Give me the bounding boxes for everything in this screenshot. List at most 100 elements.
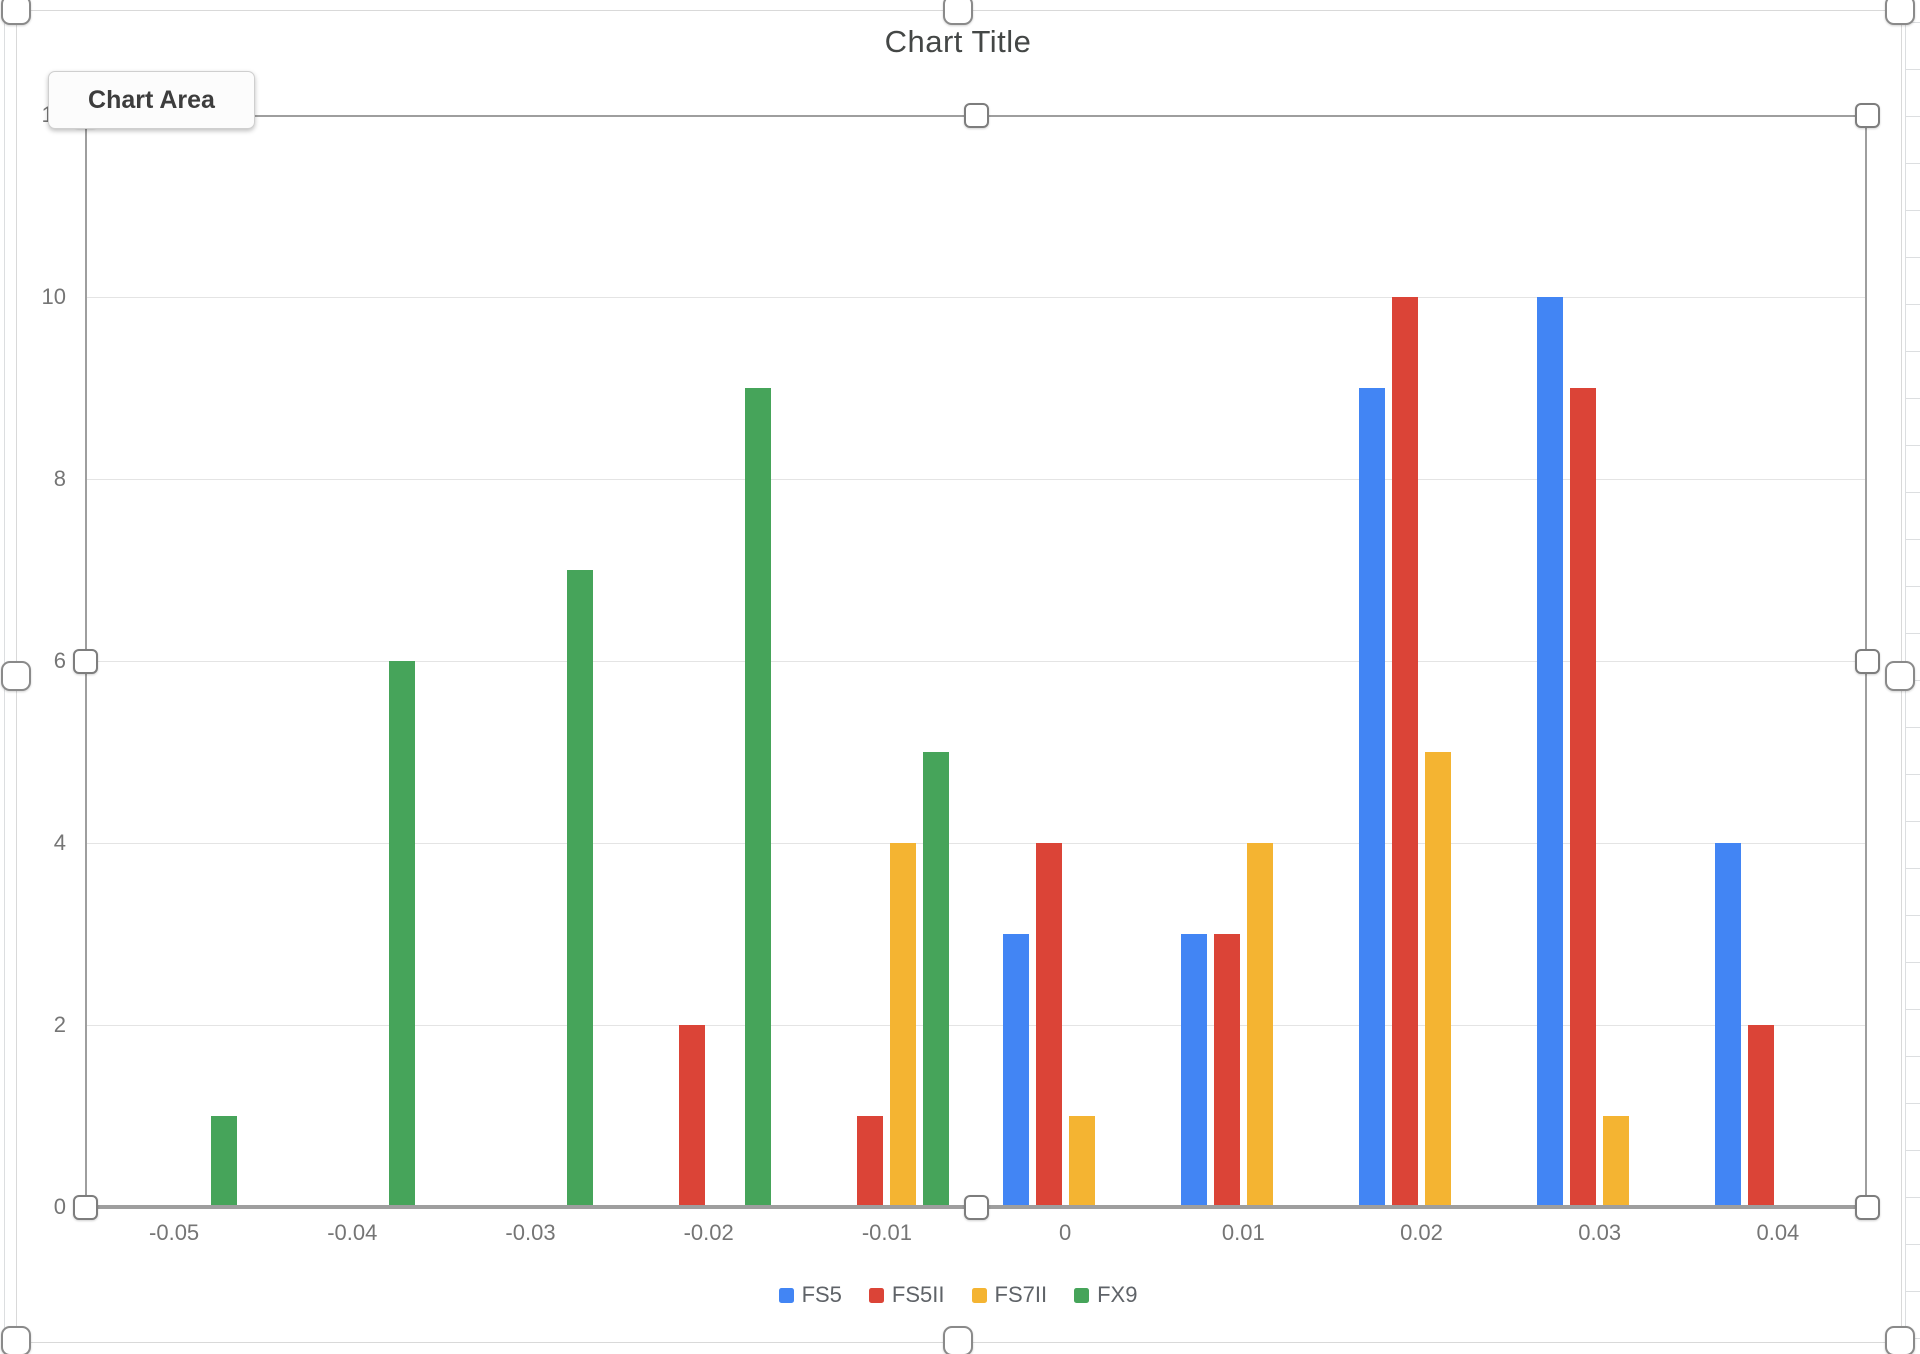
bar-FX9--0.04[interactable] xyxy=(388,661,415,1207)
sheet-row-line xyxy=(1906,633,1920,634)
bar-FS5II-0.04[interactable] xyxy=(1748,1025,1775,1207)
selection-handle-bottom-left[interactable] xyxy=(72,1194,98,1220)
y-tick-label: 4 xyxy=(53,830,66,855)
sheet-row-line xyxy=(1906,210,1920,211)
sheet-row-line xyxy=(1906,492,1920,493)
legend[interactable]: FS5 FS5II FS7II FX9 xyxy=(16,1282,1900,1308)
frame-handle-bottom-left[interactable] xyxy=(1,1326,31,1354)
frame-handle-bottom-center[interactable] xyxy=(943,1326,973,1354)
y-tick-label: 8 xyxy=(53,466,66,491)
bar-FS5II-0.02[interactable] xyxy=(1392,297,1418,1207)
sheet-row-line xyxy=(1906,915,1920,916)
x-tick-label: 0 xyxy=(1058,1220,1072,1245)
x-tick-label: 0.03 xyxy=(1578,1220,1622,1245)
sheet-row-line xyxy=(1906,69,1920,70)
x-tick-label: -0.05 xyxy=(149,1220,200,1245)
bar-FS5-0.01[interactable] xyxy=(1180,934,1207,1207)
sheet-row-line xyxy=(1906,774,1920,775)
sheet-row-line xyxy=(1906,1056,1920,1057)
legend-label: FX9 xyxy=(1097,1282,1138,1307)
gridline-y4 xyxy=(85,843,1867,844)
legend-swatch-FS5 xyxy=(778,1287,794,1303)
sheet-row-line xyxy=(1906,727,1920,728)
sheet-row-line xyxy=(1906,1197,1920,1198)
selection-handle-middle-left[interactable] xyxy=(72,648,98,674)
bar-FS5II-0[interactable] xyxy=(1035,843,1062,1207)
bar-FX9--0.01[interactable] xyxy=(923,752,950,1207)
bar-FX9--0.02[interactable] xyxy=(745,388,772,1207)
legend-item-FS5[interactable]: FS5 xyxy=(778,1282,842,1308)
frame-handle-middle-left[interactable] xyxy=(1,660,31,691)
bar-FS5-0.02[interactable] xyxy=(1359,388,1385,1207)
bar-FS7II-0.03[interactable] xyxy=(1603,1116,1630,1207)
sheet-row-line xyxy=(1906,163,1920,164)
chart-title[interactable]: Chart Title xyxy=(884,24,1032,59)
selection-handle-top-center[interactable] xyxy=(963,102,989,128)
selection-handle-top-right[interactable] xyxy=(1854,102,1880,128)
frame-handle-top-center[interactable] xyxy=(943,0,973,25)
legend-label: FS7II xyxy=(994,1282,1048,1307)
bar-FS5-0[interactable] xyxy=(1002,934,1029,1207)
legend-label: FS5 xyxy=(801,1282,842,1307)
selection-handle-middle-right[interactable] xyxy=(1854,648,1880,674)
x-tick-label: -0.02 xyxy=(683,1220,734,1245)
legend-swatch-FX9 xyxy=(1074,1287,1090,1303)
y-tick-label: 6 xyxy=(53,648,66,673)
selection-handle-bottom-right[interactable] xyxy=(1854,1194,1880,1220)
bar-FS5II--0.02[interactable] xyxy=(679,1025,706,1207)
bar-FX9--0.03[interactable] xyxy=(567,570,593,1207)
x-tick-label: -0.03 xyxy=(505,1220,556,1245)
frame-handle-top-left[interactable] xyxy=(1,0,31,25)
plot-area-selection-rect[interactable] xyxy=(85,115,1867,1207)
sheet-row-line xyxy=(1906,116,1920,117)
sheet-row-line xyxy=(1906,1103,1920,1104)
bar-FS5II-0.03[interactable] xyxy=(1570,388,1597,1207)
x-tick-label: -0.01 xyxy=(861,1220,912,1245)
legend-item-FS5II[interactable]: FS5II xyxy=(868,1282,945,1308)
sheet-row-line xyxy=(1906,304,1920,305)
x-tick-label: 0.01 xyxy=(1221,1220,1265,1245)
x-tick-label: -0.04 xyxy=(327,1220,378,1245)
legend-item-FX9[interactable]: FX9 xyxy=(1074,1282,1137,1308)
bar-FS7II--0.01[interactable] xyxy=(890,843,917,1207)
bar-FS5-0.03[interactable] xyxy=(1537,297,1564,1207)
y-tick-label: 2 xyxy=(53,1012,66,1037)
sheet-row-line xyxy=(1906,586,1920,587)
sheet-row-line xyxy=(1906,445,1920,446)
bar-FS7II-0.01[interactable] xyxy=(1246,843,1273,1207)
sheet-row-line xyxy=(1906,257,1920,258)
legend-label: FS5II xyxy=(891,1282,945,1307)
sheet-row-line xyxy=(1906,1244,1920,1245)
sheet-row-line xyxy=(1906,1150,1920,1151)
bar-FX9--0.05[interactable] xyxy=(210,1116,237,1207)
selection-handle-bottom-center[interactable] xyxy=(963,1194,989,1220)
bar-FS5II--0.01[interactable] xyxy=(857,1116,884,1207)
x-tick-label: 0.02 xyxy=(1400,1220,1443,1245)
frame-handle-bottom-right[interactable] xyxy=(1885,1326,1915,1354)
sheet-row-line xyxy=(1906,1291,1920,1292)
x-tick-label: 0.04 xyxy=(1756,1220,1800,1245)
sheet-row-line xyxy=(1906,868,1920,869)
sheet-row-line xyxy=(1906,821,1920,822)
frame-handle-middle-right[interactable] xyxy=(1885,660,1915,691)
y-tick-label: 10 xyxy=(41,284,66,309)
frame-handle-top-right[interactable] xyxy=(1885,0,1915,25)
sheet-row-line xyxy=(1906,539,1920,540)
chart-area-tooltip: Chart Area xyxy=(48,71,255,129)
sheet-row-line xyxy=(1906,22,1920,23)
y-tick-label: 0 xyxy=(53,1194,66,1219)
gridline-y6 xyxy=(85,661,1867,662)
gridline-y2 xyxy=(85,1025,1867,1026)
bar-FS7II-0.02[interactable] xyxy=(1425,752,1451,1207)
legend-swatch-FS7II xyxy=(971,1287,987,1303)
legend-swatch-FS5II xyxy=(868,1287,884,1303)
sheet-row-line xyxy=(1906,1009,1920,1010)
legend-item-FS7II[interactable]: FS7II xyxy=(971,1282,1048,1308)
sheet-row-line xyxy=(1906,962,1920,963)
bar-FS7II-0[interactable] xyxy=(1068,1116,1095,1207)
gridline-y8 xyxy=(85,479,1867,480)
bar-FS5-0.04[interactable] xyxy=(1715,843,1742,1207)
bar-FS5II-0.01[interactable] xyxy=(1213,934,1240,1207)
